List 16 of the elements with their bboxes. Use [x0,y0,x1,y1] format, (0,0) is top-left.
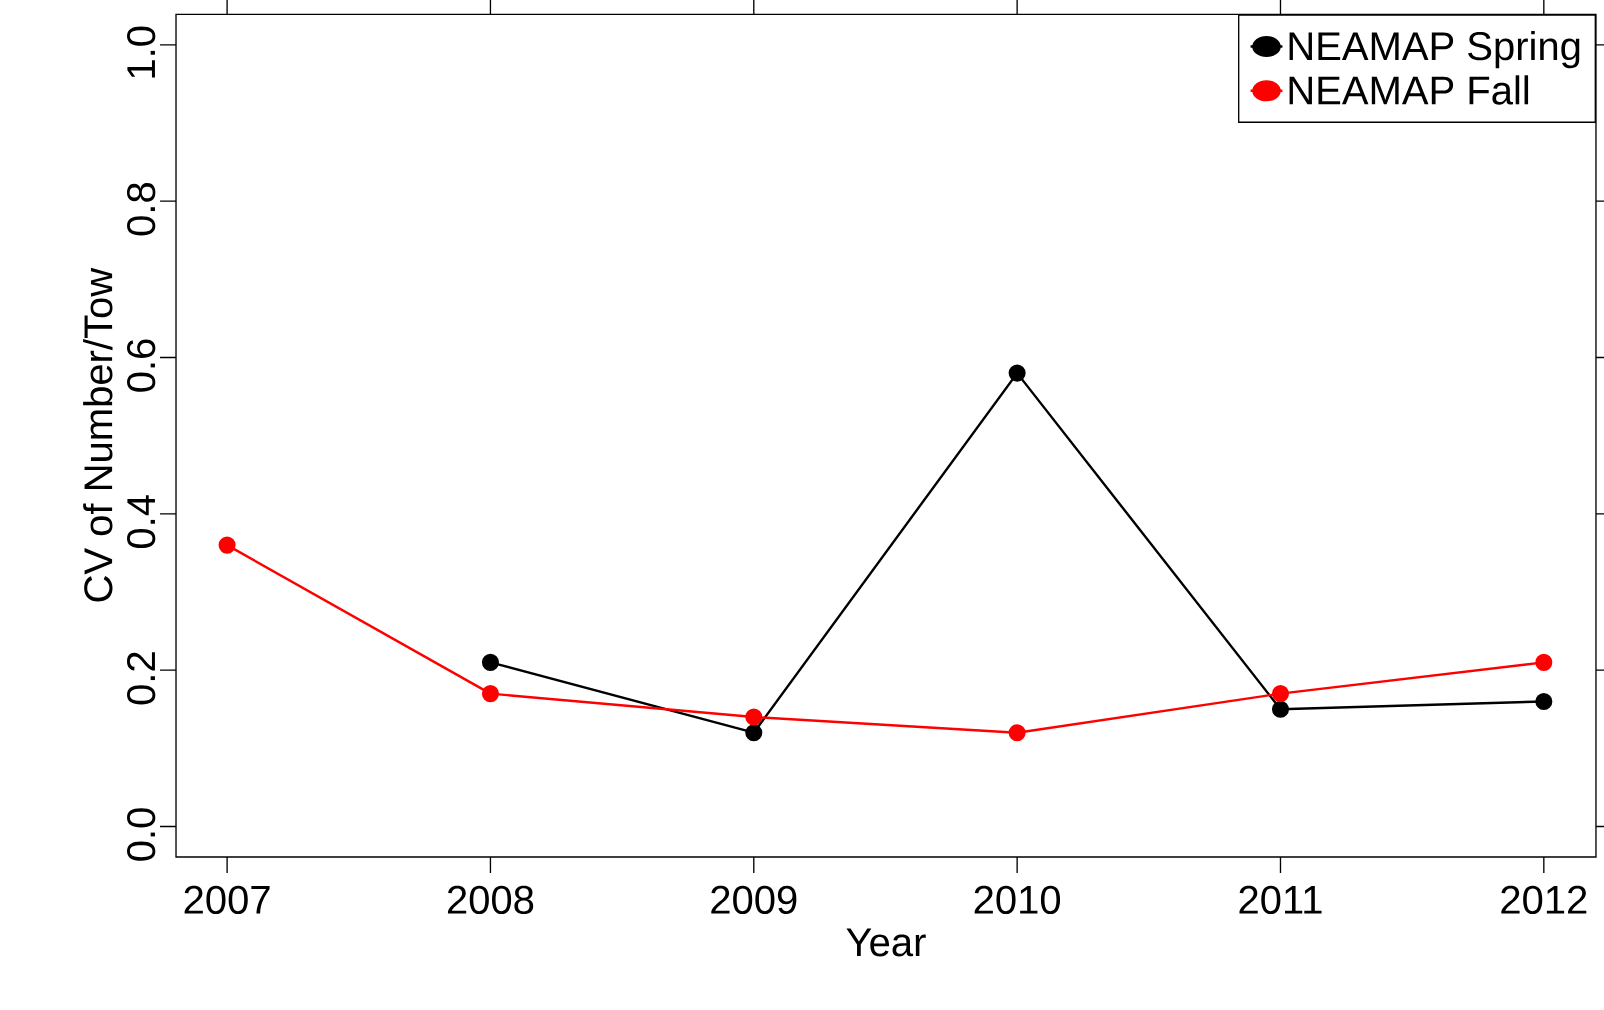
y-tick-label: 0.4 [127,495,156,549]
y-tick-label: 0.0 [127,808,156,861]
x-tick-label: 2012 [1501,885,1587,915]
y-tick-label: 0.8 [127,183,156,236]
y-tick-label: 0.6 [127,339,156,392]
x-tick-label: 2011 [1239,885,1322,915]
y-tick-label: 0.2 [127,652,156,705]
x-tick-label: 2010 [974,885,1061,915]
y-axis-title: CV of Number/Tow [83,267,113,602]
legend-label: NEAMAP Fall [1289,75,1529,105]
x-tick-label: 2008 [447,885,534,915]
x-axis-title: Year [846,928,926,957]
legend-label: NEAMAP Spring [1289,30,1580,69]
x-tick-label: 2009 [711,885,797,915]
x-tick-label: 2007 [184,885,270,915]
y-tick-label: 1.0 [127,26,156,78]
